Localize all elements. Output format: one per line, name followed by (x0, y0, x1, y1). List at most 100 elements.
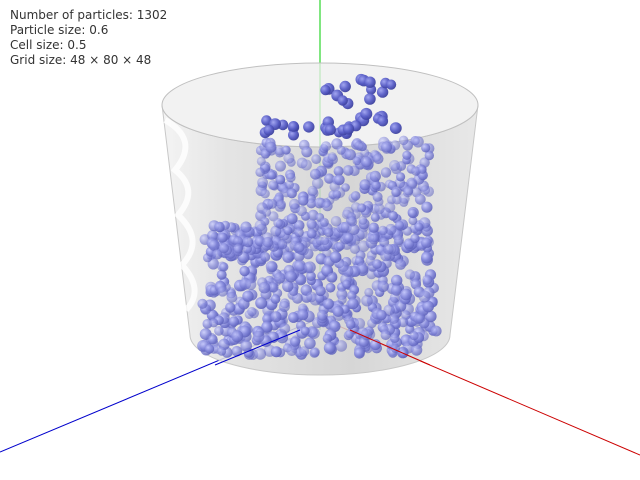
particle (270, 311, 282, 323)
particle (374, 203, 385, 215)
particle (378, 225, 388, 236)
particle (256, 156, 266, 166)
particle (294, 259, 306, 272)
cylinder-spiral (163, 117, 198, 313)
particle (300, 159, 312, 171)
particle (419, 157, 430, 168)
particle (286, 172, 296, 183)
particle (356, 262, 369, 274)
particle (360, 328, 373, 341)
particle (402, 150, 412, 160)
particle (212, 249, 223, 260)
particle (337, 95, 348, 106)
particle (301, 146, 313, 158)
particle (317, 309, 328, 321)
particle (398, 135, 409, 146)
particle (404, 269, 415, 280)
particle (261, 321, 273, 333)
particle (270, 346, 282, 358)
particle (322, 333, 333, 344)
particle (398, 317, 409, 328)
particle (418, 290, 431, 303)
info-overlay: Number of particles: 1302 Particle size:… (10, 8, 167, 68)
particle (255, 297, 268, 309)
particle (337, 295, 347, 305)
particle (281, 145, 291, 155)
particle (350, 191, 361, 201)
particle (262, 208, 272, 217)
particle (278, 301, 290, 312)
particle (390, 333, 400, 344)
particle (217, 346, 227, 356)
particle (282, 280, 294, 292)
particle (283, 226, 293, 236)
particle (364, 287, 374, 297)
particle (421, 201, 433, 213)
particle (380, 167, 392, 178)
particle (410, 344, 423, 356)
particle (367, 318, 377, 329)
particle (412, 136, 424, 148)
axes-front (214, 329, 431, 366)
particle (391, 274, 403, 287)
particle (296, 205, 307, 217)
particle (415, 313, 426, 324)
particle (347, 216, 358, 227)
particle (410, 233, 420, 244)
particle (288, 312, 299, 323)
particle (307, 185, 318, 197)
particle (273, 272, 286, 284)
particle (371, 180, 381, 190)
particle (320, 84, 331, 96)
particle (389, 160, 401, 171)
particle (349, 244, 360, 254)
particle (395, 259, 406, 270)
particle (242, 236, 254, 248)
particle (294, 227, 304, 238)
particle (380, 329, 391, 341)
particle (420, 185, 431, 195)
particle (260, 252, 271, 262)
particle (226, 291, 238, 303)
particle (408, 208, 417, 218)
particle (268, 282, 279, 293)
particle (361, 294, 373, 307)
particle (218, 243, 229, 254)
particle (252, 330, 265, 343)
particle (425, 310, 437, 323)
particle (298, 195, 309, 206)
particle (304, 261, 316, 274)
particle (372, 259, 382, 269)
particle (240, 221, 252, 233)
particle (231, 346, 243, 357)
particle (333, 166, 344, 177)
particle (394, 235, 404, 246)
particle (258, 281, 271, 294)
particle (324, 173, 335, 184)
particle (380, 141, 393, 153)
particle (208, 334, 218, 345)
particle (209, 318, 219, 328)
particle (421, 143, 431, 153)
particle (421, 237, 432, 249)
particle (204, 344, 215, 354)
particle (254, 348, 267, 360)
particle (376, 86, 389, 98)
particle (342, 279, 352, 289)
particle (214, 326, 224, 336)
particle (306, 291, 317, 303)
axis-z-front-line (214, 329, 301, 366)
particle (254, 219, 267, 232)
particle (358, 216, 368, 225)
particle (357, 203, 367, 213)
particle (290, 336, 301, 347)
particle (267, 199, 278, 209)
particle (288, 121, 299, 132)
particle (360, 156, 372, 168)
particle (400, 288, 412, 301)
particle (312, 177, 324, 189)
particle (282, 251, 294, 263)
particle (372, 191, 383, 202)
particle (274, 145, 285, 156)
